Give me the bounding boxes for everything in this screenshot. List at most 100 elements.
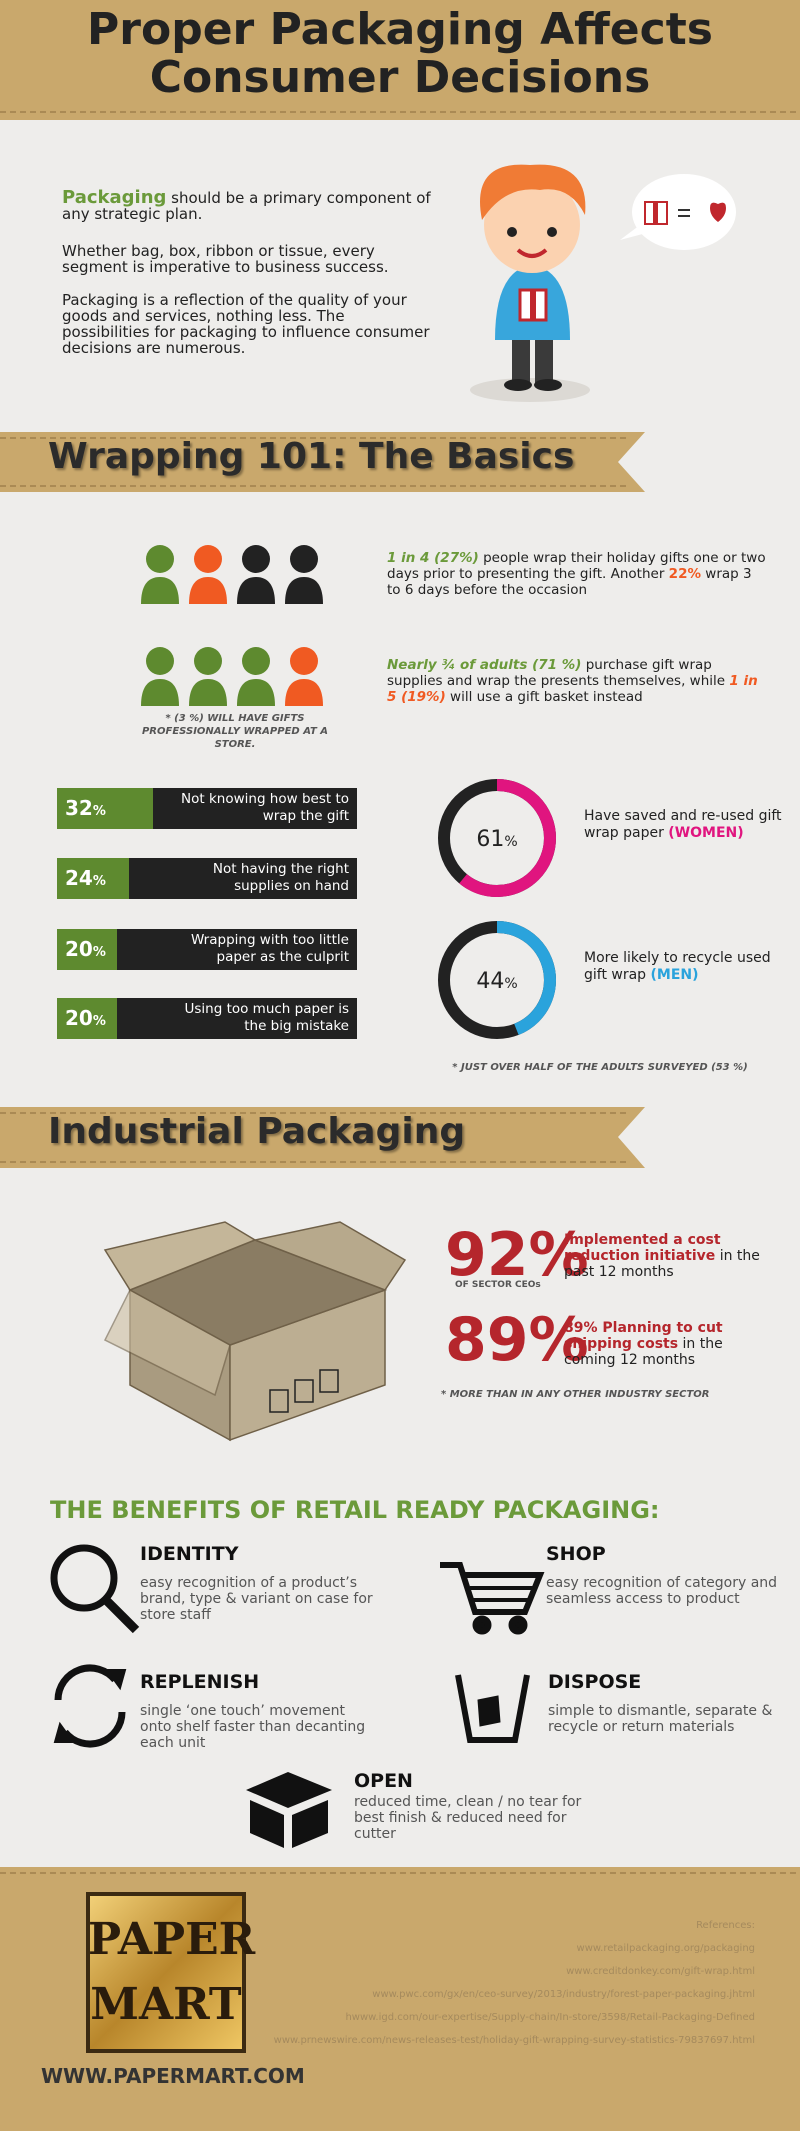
bar-row: 20% Using too much paper is the big mista…	[57, 998, 357, 1039]
logo-text: MART	[90, 1979, 242, 2030]
highlight: (MEN)	[650, 967, 699, 983]
donut-arc	[438, 779, 556, 897]
logo-text: PAPER	[88, 1914, 256, 1965]
donut-label: 61%	[476, 827, 517, 852]
bar-value-label: 20	[65, 937, 93, 961]
big-stat: 92%	[445, 1220, 589, 1290]
highlight: 22%	[668, 566, 701, 582]
footnote: * (3 %) WILL HAVE GIFTS PROFESSIONALLY W…	[141, 713, 329, 750]
people-icons	[141, 545, 323, 706]
highlight: (WOMEN)	[668, 825, 744, 841]
bar-unit: %	[92, 945, 106, 960]
text: in the coming 12 months	[564, 1336, 723, 1368]
bar-value: 32%	[57, 788, 153, 829]
stat-text: Implemented a cost reduction initiative …	[564, 1232, 764, 1280]
box-illustration	[103, 1221, 407, 1442]
highlight: Nearly ¾ of adults (71 %)	[387, 657, 582, 673]
stat-text: Nearly ¾ of adults (71 %) purchase gift …	[387, 657, 767, 705]
donut-charts: 61% 44%	[438, 779, 556, 1039]
footnote: * MORE THAN IN ANY OTHER INDUSTRY SECTOR	[441, 1389, 710, 1400]
highlight: Packaging	[62, 187, 167, 208]
text: More likely to recycle used gift wrap	[584, 950, 771, 983]
person-head	[242, 647, 270, 675]
person-body	[285, 577, 323, 604]
person-body	[189, 679, 227, 706]
references-title: References:	[696, 1920, 755, 1931]
highlight: 1 in 5 (19%)	[387, 673, 758, 705]
bar-row: 24% Not having the right supplies on hand	[57, 858, 357, 899]
person-body	[141, 577, 179, 604]
section-title: Wrapping 101: The Basics	[48, 436, 575, 477]
bar-row: 32% Not knowing how best to wrap the gift	[57, 788, 357, 829]
bar-row: 20% Wrapping with too little paper as the…	[57, 929, 357, 970]
person-head	[194, 647, 222, 675]
benefit-text: easy recognition of a product’s brand, t…	[140, 1575, 373, 1623]
person-body	[237, 679, 275, 706]
person-body	[285, 679, 323, 706]
benefit-title: OPEN	[354, 1770, 413, 1792]
speech-bubble	[620, 174, 736, 250]
donut-text: More likely to recycle used gift wrap (M…	[584, 950, 784, 984]
person-body	[141, 679, 179, 706]
page-title: Proper Packaging Affects Consumer Decisi…	[87, 4, 713, 103]
logo-frame	[86, 1892, 246, 2053]
person-head	[242, 545, 270, 573]
section-title: Industrial Packaging	[48, 1111, 466, 1152]
person-head	[146, 647, 174, 675]
bar-label: Not knowing how best to wrap the gift	[181, 791, 349, 824]
text: people wrap their holiday gifts one or t…	[387, 550, 766, 582]
banner	[0, 1107, 645, 1168]
donut-text: Have saved and re-used gift wrap paper (…	[584, 808, 784, 842]
header-band	[0, 0, 800, 120]
banner	[0, 432, 645, 492]
stat-text: 1 in 4 (27%) people wrap their holiday g…	[387, 550, 767, 598]
bar-unit: %	[92, 1014, 106, 1029]
big-stat-caption: OF SECTOR CEOs	[455, 1280, 541, 1290]
benefit-title: DISPOSE	[548, 1671, 642, 1693]
bar-label: Not having the right supplies on hand	[212, 861, 349, 894]
reference: hwww.igd.com/our-expertise/Supply-chain/…	[345, 2012, 755, 2023]
text: wrap 3 to 6 days before the occasion	[387, 566, 752, 598]
bar-value: 20%	[57, 998, 117, 1039]
text: will use a gift basket instead	[445, 689, 643, 705]
reference: www.retailpackaging.org/packaging	[576, 1943, 755, 1954]
reference: www.creditdonkey.com/gift-wrap.html	[566, 1966, 755, 1977]
reference: www.prnewswire.com/news-releases-test/ho…	[273, 2035, 755, 2046]
open-box-icon	[246, 1772, 332, 1848]
bar-value: 20%	[57, 929, 117, 970]
benefit-text: single ‘one touch’ movement onto shelf f…	[140, 1703, 366, 1751]
text: Have saved and re-used gift wrap paper	[584, 808, 782, 841]
website: WWW.PAPERMART.COM	[41, 2064, 305, 2088]
donut-arc	[438, 921, 556, 1039]
person-body	[237, 577, 275, 604]
text: should be a primary component of any str…	[62, 189, 431, 223]
donut-label: 44%	[476, 969, 517, 994]
footnote: * JUST OVER HALF OF THE ADULTS SURVEYED …	[452, 1062, 748, 1073]
person-head	[194, 545, 222, 573]
big-stat: 89%	[445, 1305, 589, 1375]
donut-unit: %	[504, 834, 517, 850]
benefit-title: IDENTITY	[140, 1543, 239, 1565]
bar-unit: %	[92, 874, 106, 889]
donut-value: 61	[476, 827, 504, 852]
intro-paragraph: Packaging should be a primary component …	[62, 187, 432, 223]
bar-label: Using too much paper is the big mistake	[184, 1001, 349, 1034]
donut-value: 44	[476, 969, 504, 994]
bar-value-label: 32	[65, 796, 93, 820]
highlight: Implemented a cost reduction initiative	[564, 1232, 721, 1264]
benefit-text: reduced time, clean / no tear for best f…	[354, 1794, 582, 1842]
bar-value: 24%	[57, 858, 129, 899]
bar-value-label: 20	[65, 1006, 93, 1030]
person-head	[146, 545, 174, 573]
highlight: 89% Planning to cut shipping costs	[564, 1320, 723, 1352]
stat-text: 89% Planning to cut shipping costs in th…	[564, 1320, 764, 1368]
benefits-title: THE BENEFITS OF RETAIL READY PACKAGING:	[50, 1496, 660, 1524]
person-head	[290, 647, 318, 675]
person-body	[189, 577, 227, 604]
benefit-title: SHOP	[546, 1543, 606, 1565]
benefit-title: REPLENISH	[140, 1671, 260, 1693]
benefit-icons	[50, 1544, 545, 1748]
reference: www.pwc.com/gx/en/ceo-survey/2013/indust…	[372, 1989, 755, 2000]
